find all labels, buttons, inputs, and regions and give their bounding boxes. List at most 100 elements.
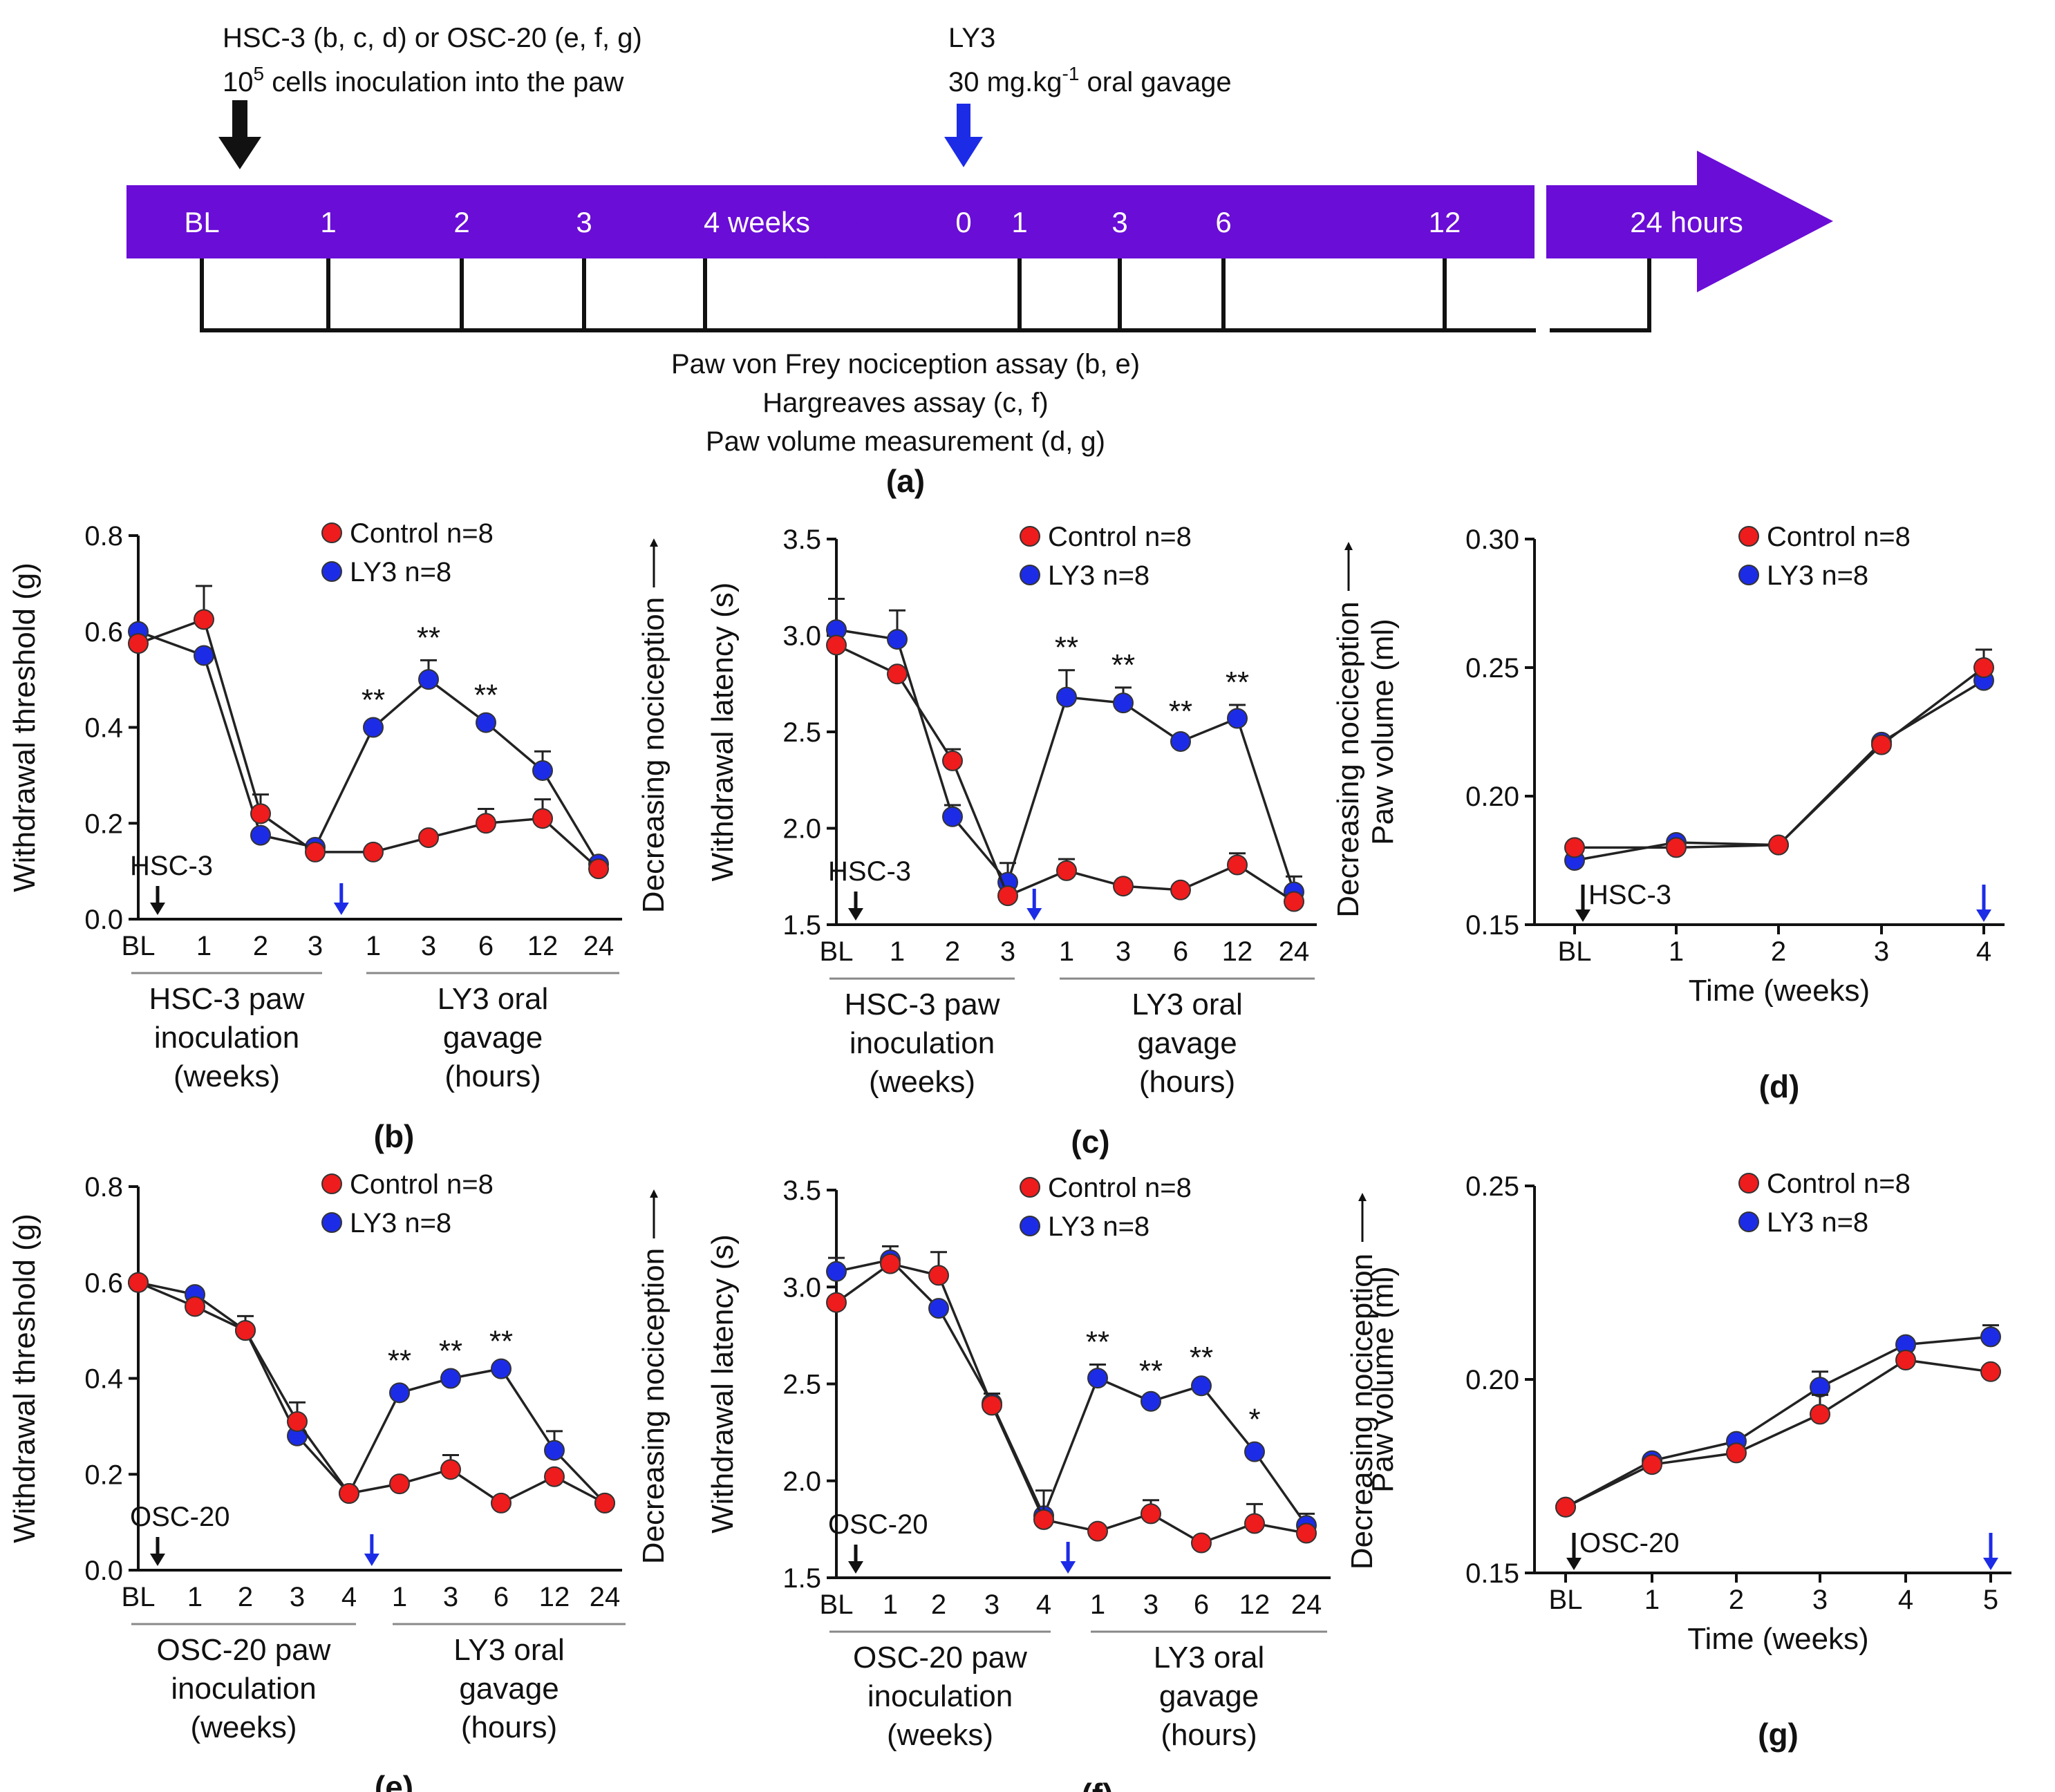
chart-f-point-control: [1191, 1532, 1212, 1554]
chart-e-series-line-control: [138, 1281, 606, 1505]
chart-e-point-control: [440, 1459, 461, 1480]
chart-d-point-control: [1973, 657, 1994, 678]
chart-c-xtick-label: 12: [1222, 936, 1253, 967]
chart-e-group-label-weeks: OSC-20 paw: [157, 1633, 331, 1667]
timeline-label-hour0: 0: [955, 206, 971, 238]
chart-c-inoculation-arrow-icon: [848, 892, 863, 921]
chart-c-significance-stars: **: [1226, 666, 1249, 699]
chart-e-point-control: [287, 1411, 308, 1432]
chart-c-group-label-hours: LY3 oral: [1132, 988, 1243, 1021]
chart-g-legend-control: Control n=8: [1767, 1169, 1911, 1199]
chart-f-ytick-label: 1.5: [782, 1563, 821, 1594]
chart-c-group-label-weeks: HSC-3 paw: [845, 988, 1000, 1021]
chart-panel-g: 0.15 0.20 0.25 Paw volume (ml) BL 1 2 3 4 5 Contro…: [1366, 1169, 2011, 1753]
chart-d-series-line-ly3: [1574, 679, 1984, 862]
chart-f-xtick-label: 4: [1036, 1590, 1051, 1620]
chart-f-point-control: [1087, 1520, 1108, 1542]
chart-b-point-control: [363, 841, 384, 862]
chart-g-point-control: [1810, 1404, 1830, 1425]
chart-f-point-ly3: [928, 1298, 949, 1319]
chart-d-x-axis-title: Time (weeks): [1689, 974, 1870, 1008]
chart-c-ytick-label: 3.0: [782, 621, 821, 652]
chart-e-xtick-label: 3: [443, 1582, 458, 1612]
chart-e-legend-marker-ly3: [321, 1212, 342, 1233]
chart-b-significance-stars: **: [474, 679, 498, 713]
chart-b-ytick-label: 0.0: [84, 905, 123, 935]
chart-b-point-ly3: [532, 760, 553, 781]
chart-f-xtick-label: 6: [1194, 1590, 1209, 1620]
chart-c-point-control: [1170, 879, 1191, 900]
timeline-band-hours: [824, 185, 1535, 258]
chart-c-group-label-weeks: inoculation: [850, 1026, 995, 1060]
inoculation-label: HSC-3 (b, c, d) or OSC-20 (e, f, g): [223, 23, 642, 53]
chart-b-legend-marker-ly3: [321, 561, 342, 582]
chart-f-point-control: [880, 1253, 901, 1274]
chart-f-xtick-label: 3: [1143, 1590, 1158, 1620]
chart-g-point-control: [1980, 1361, 2001, 1382]
chart-c-ytick-label: 3.5: [782, 525, 821, 555]
chart-f-point-control: [1244, 1513, 1265, 1534]
chart-c-point-control: [1227, 854, 1248, 876]
chart-d-ytick-label: 0.25: [1465, 653, 1519, 683]
chart-b-ly3-arrow-icon-head: [333, 903, 349, 915]
chart-b-xtick-label: 12: [527, 931, 559, 961]
chart-c-cell-label: HSC-3: [828, 856, 911, 887]
chart-c-panel-label: (c): [1071, 1124, 1109, 1160]
timeline-label-hour1: 1: [1011, 206, 1027, 238]
chart-f-inoculation-arrow-icon-head: [848, 1561, 863, 1574]
chart-b-point-control: [250, 803, 271, 824]
chart-b-ly3-arrow-icon: [333, 883, 349, 915]
chart-f-panel-label: (f): [1082, 1777, 1114, 1792]
timeline-label-week1: 1: [320, 206, 336, 238]
chart-e-inoculation-arrow-icon: [150, 1537, 165, 1566]
chart-d-point-control: [1666, 837, 1687, 858]
chart-f-series-line-control: [835, 1262, 1307, 1545]
chart-b-point-control: [418, 827, 439, 849]
chart-d-ly3-arrow-icon: [1976, 885, 1991, 922]
chart-f-group-label-weeks: (weeks): [887, 1718, 993, 1752]
chart-f-ytick-label: 2.5: [782, 1370, 821, 1400]
chart-b-panel-label: (b): [374, 1118, 415, 1154]
chart-panel-d: 0.15 0.20 0.25 0.30 Paw volume (ml) BL 1 2 3 4 Con…: [1366, 522, 2005, 1104]
chart-g-xtick-label: 4: [1898, 1585, 1913, 1615]
chart-b-point-ly3: [418, 669, 439, 690]
chart-e-point-ly3: [491, 1358, 512, 1379]
chart-d-series-line-control: [1575, 666, 1985, 849]
chart-e-point-ly3: [544, 1440, 565, 1461]
chart-f-point-ly3: [826, 1261, 847, 1282]
chart-c-xtick-label: BL: [820, 936, 854, 967]
chart-f-xtick-label: 1: [883, 1590, 898, 1620]
chart-g-xtick-label: BL: [1549, 1585, 1583, 1615]
chart-b-xtick-label: 6: [478, 931, 494, 961]
chart-d-inoculation-arrow-icon-head: [1575, 909, 1590, 922]
chart-c-inoculation-arrow-icon-head: [848, 908, 863, 921]
panel-label-a: (a): [886, 463, 925, 499]
chart-e-significance-stars: **: [388, 1343, 411, 1377]
chart-d-xtick-label: 4: [1976, 936, 1991, 967]
chart-f-significance-stars: **: [1190, 1341, 1213, 1375]
chart-b-xtick-label: 3: [308, 931, 323, 961]
chart-d-xtick-label: 2: [1771, 936, 1786, 967]
chart-b-group-label-hours: LY3 oral: [438, 982, 549, 1016]
chart-g-ly3-arrow-icon-head: [1983, 1558, 1998, 1570]
inoculation-cells-label: 105 cells inoculation into the paw: [223, 63, 624, 97]
chart-c-ytick-label: 2.5: [782, 717, 821, 748]
chart-c-xtick-label: 6: [1173, 936, 1188, 967]
chart-g-xtick-label: 1: [1644, 1585, 1660, 1615]
chart-c-point-control: [1284, 891, 1304, 912]
chart-f-point-ly3: [1087, 1368, 1108, 1389]
chart-c-group-label-hours: (hours): [1139, 1065, 1235, 1099]
chart-e-group-label-hours: (hours): [461, 1710, 557, 1744]
chart-f-inoculation-arrow-icon: [848, 1545, 863, 1574]
chart-e-group-label-hours: gavage: [459, 1672, 559, 1706]
chart-c-side-label: Decreasing nociception: [1331, 601, 1365, 917]
chart-c-legend-marker-ly3: [1020, 565, 1040, 585]
chart-c-xtick-label: 1: [1059, 936, 1074, 967]
timeline-label-bl: BL: [184, 206, 219, 238]
chart-c-group-label-weeks: (weeks): [869, 1065, 975, 1099]
chart-c-xtick-label: 24: [1279, 936, 1310, 967]
chart-d-point-control: [1564, 837, 1585, 858]
chart-c-xtick-label: 1: [890, 936, 905, 967]
chart-d-legend-control: Control n=8: [1767, 522, 1911, 552]
